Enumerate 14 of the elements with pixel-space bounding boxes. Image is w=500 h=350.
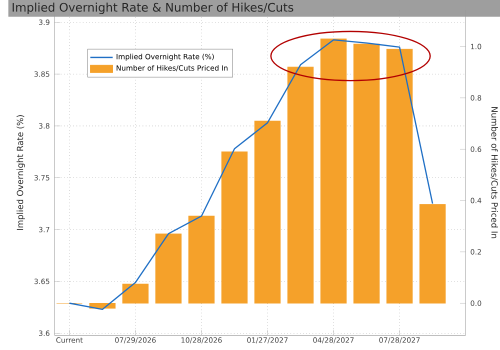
bar [287,66,314,304]
bar [254,120,281,304]
bar [188,216,215,304]
bar [353,44,380,304]
y2-axis-title: Number of Hikes/Cuts Priced In [490,107,498,238]
bar [419,204,446,304]
line-series [68,39,434,310]
bar [221,151,248,304]
chart-title: Implied Overnight Rate & Number of Hikes/Cuts [12,2,294,14]
bar [122,284,149,304]
y-axis-title: Implied Overnight Rate (%) [16,115,25,230]
bar [320,38,347,304]
bar [155,234,182,304]
bar [386,48,413,304]
